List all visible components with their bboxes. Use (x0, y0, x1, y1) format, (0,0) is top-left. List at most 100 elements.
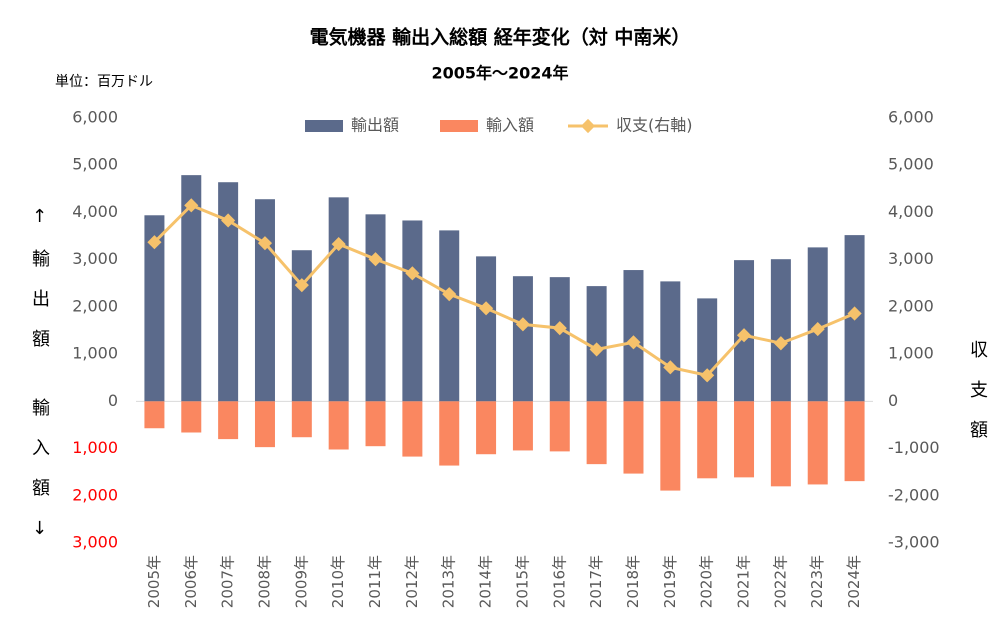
yticks-label: 0 (108, 391, 118, 410)
bar (402, 401, 423, 457)
bar (697, 401, 718, 479)
x-tick-label: 2008年 (255, 555, 273, 608)
marker (294, 278, 309, 293)
yticks-label: 1,000 (72, 438, 118, 457)
x-tick-label: 2016年 (550, 555, 568, 608)
y2ticks-label: 5,000 (888, 155, 934, 174)
x-tick-label: 2021年 (735, 555, 753, 608)
legend-label: 収支(右軸) (616, 116, 693, 135)
legend-label: 輸出額 (351, 116, 399, 135)
x-tick-label: 2009年 (292, 555, 310, 608)
x-tick-label: 2023年 (808, 555, 826, 608)
x-tick-label: 2010年 (329, 555, 347, 608)
bar (807, 401, 828, 485)
x-tick-label: 2022年 (771, 555, 789, 608)
marker (847, 306, 862, 321)
bar (512, 276, 533, 402)
marker (479, 301, 494, 316)
marker (331, 237, 346, 252)
unit-label: 単位：百万ドル (55, 74, 153, 90)
bar (254, 401, 275, 448)
y2ticks-label: 3,000 (888, 249, 934, 268)
marker (626, 335, 641, 350)
x-tick-label: 2005年 (145, 555, 163, 608)
line (153, 203, 856, 378)
bar (328, 197, 349, 402)
marker (442, 287, 457, 302)
x-tick-label: 2024年 (845, 555, 863, 608)
y2-axis-label: 収支額 (967, 340, 988, 460)
bar (844, 401, 865, 482)
marker (147, 235, 162, 250)
legend-swatch (305, 120, 343, 132)
marker (589, 342, 604, 357)
x-tick-label: 2017年 (587, 555, 605, 608)
legend-swatch (440, 120, 478, 132)
bar (365, 401, 386, 447)
bar (697, 298, 718, 402)
y2ticks-label: -2,000 (888, 485, 940, 504)
yticks-label: 3,000 (72, 533, 118, 552)
yticks-label: 3,000 (72, 249, 118, 268)
y2ticks-label: -3,000 (888, 533, 940, 552)
marker (515, 317, 530, 332)
y-axis-label-top: ↑輸出額 (29, 206, 50, 369)
marker (700, 368, 715, 383)
marker (368, 252, 383, 267)
bar (770, 401, 791, 487)
bar (586, 401, 607, 465)
marker (405, 266, 420, 281)
bar (254, 199, 275, 402)
x-tick-label: 2007年 (219, 555, 237, 608)
yticks-label: 2,000 (72, 296, 118, 315)
bar (476, 256, 497, 402)
bar (549, 277, 570, 402)
bar (328, 401, 349, 450)
y2ticks-label: 2,000 (888, 296, 934, 315)
x-tick-label: 2019年 (661, 555, 679, 608)
marker (773, 336, 788, 351)
bar (291, 250, 312, 402)
bar (218, 182, 239, 402)
bar (660, 281, 681, 402)
marker (552, 321, 567, 336)
marker (257, 236, 273, 251)
bar (402, 220, 423, 402)
yticks-label: 6,000 (72, 108, 118, 127)
x-tick-label: 2013年 (440, 555, 458, 608)
bar (181, 401, 202, 433)
legend-label: 輸入額 (486, 116, 534, 135)
bar (291, 401, 312, 438)
x-tick-label: 2012年 (403, 555, 421, 608)
bar (734, 401, 755, 478)
bar (144, 401, 165, 429)
x-tick-label: 2020年 (698, 555, 716, 608)
y2ticks-label: 1,000 (888, 344, 934, 363)
bar (623, 401, 644, 474)
chart-subtitle: 2005年～2024年 (431, 64, 568, 83)
yticks-label: 5,000 (72, 155, 118, 174)
bar (439, 401, 460, 466)
x-tick-label: 2015年 (513, 555, 531, 608)
y2ticks-label: -1,000 (888, 438, 940, 457)
marker (810, 322, 825, 337)
yticks-label: 4,000 (72, 202, 118, 221)
y2ticks-label: 6,000 (888, 108, 934, 127)
y2ticks-label: 4,000 (888, 202, 934, 221)
yticks-label: 2,000 (72, 485, 118, 504)
bar (218, 401, 239, 440)
bar (439, 230, 460, 402)
x-tick-label: 2018年 (624, 555, 642, 608)
bar (512, 401, 533, 451)
y2ticks-label: 0 (888, 391, 898, 410)
y-axis-label-bottom: 輸入額↓ (29, 398, 50, 561)
marker (221, 213, 236, 228)
bar (365, 214, 386, 402)
marker (663, 360, 678, 375)
bar (181, 175, 202, 402)
bar (476, 401, 497, 455)
marker (736, 328, 752, 343)
x-tick-label: 2011年 (366, 555, 384, 608)
